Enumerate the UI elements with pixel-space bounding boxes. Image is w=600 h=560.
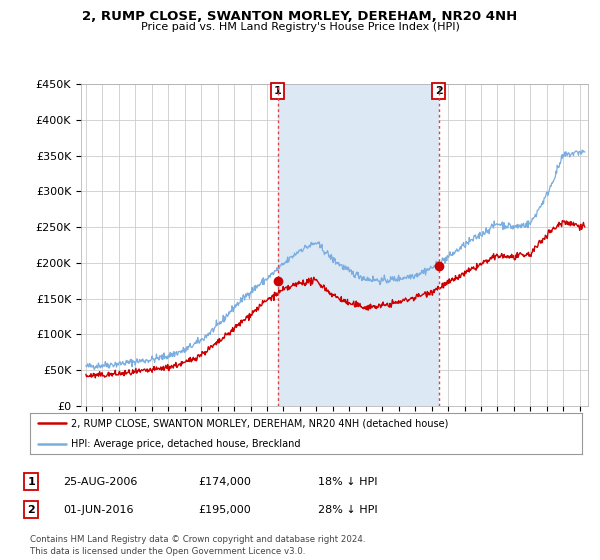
Text: Contains HM Land Registry data © Crown copyright and database right 2024.: Contains HM Land Registry data © Crown c… xyxy=(30,535,365,544)
Text: 25-AUG-2006: 25-AUG-2006 xyxy=(63,477,137,487)
Text: 2, RUMP CLOSE, SWANTON MORLEY, DEREHAM, NR20 4NH (detached house): 2, RUMP CLOSE, SWANTON MORLEY, DEREHAM, … xyxy=(71,418,449,428)
Text: HPI: Average price, detached house, Breckland: HPI: Average price, detached house, Brec… xyxy=(71,438,301,449)
Text: This data is licensed under the Open Government Licence v3.0.: This data is licensed under the Open Gov… xyxy=(30,547,305,556)
Text: £174,000: £174,000 xyxy=(198,477,251,487)
Bar xyxy=(278,84,439,406)
Text: 28% ↓ HPI: 28% ↓ HPI xyxy=(318,505,377,515)
Text: 2: 2 xyxy=(28,505,35,515)
Text: 1: 1 xyxy=(274,86,281,96)
Text: 2, RUMP CLOSE, SWANTON MORLEY, DEREHAM, NR20 4NH: 2, RUMP CLOSE, SWANTON MORLEY, DEREHAM, … xyxy=(82,10,518,23)
Text: 18% ↓ HPI: 18% ↓ HPI xyxy=(318,477,377,487)
Text: 1: 1 xyxy=(28,477,35,487)
Text: Price paid vs. HM Land Registry's House Price Index (HPI): Price paid vs. HM Land Registry's House … xyxy=(140,22,460,32)
Text: 2: 2 xyxy=(434,86,442,96)
Text: £195,000: £195,000 xyxy=(198,505,251,515)
Text: 01-JUN-2016: 01-JUN-2016 xyxy=(63,505,133,515)
